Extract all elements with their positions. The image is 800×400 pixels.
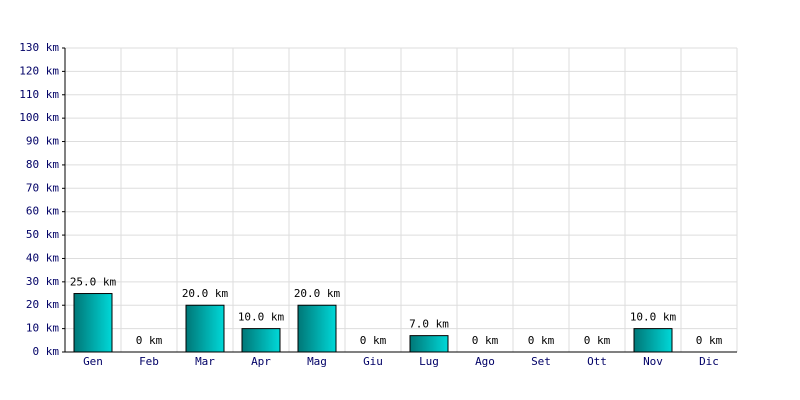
x-tick-label: Mar (195, 355, 215, 368)
x-tick-label: Apr (251, 355, 271, 368)
bar (633, 328, 673, 353)
value-label: 0 km (584, 334, 611, 347)
y-tick-label: 0 km (33, 345, 60, 358)
value-label: 0 km (696, 334, 723, 347)
x-tick-label: Dic (699, 355, 719, 368)
y-tick-label: 40 km (26, 251, 59, 264)
x-tick-label: Feb (139, 355, 159, 368)
y-tick-label: 120 km (19, 64, 59, 77)
x-tick-label: Mag (307, 355, 327, 368)
bar (297, 304, 337, 353)
x-tick-label: Set (531, 355, 551, 368)
bar (185, 304, 225, 353)
x-tick-label: Lug (419, 355, 439, 368)
bar (241, 328, 281, 353)
y-tick-label: 80 km (26, 158, 59, 171)
x-tick-label: Nov (643, 355, 663, 368)
y-tick-label: 70 km (26, 181, 59, 194)
y-tick-label: 20 km (26, 298, 59, 311)
x-tick-label: Gen (83, 355, 103, 368)
value-label: 20.0 km (182, 287, 229, 300)
bar (73, 293, 113, 353)
value-label: 7.0 km (409, 318, 449, 331)
y-tick-label: 50 km (26, 228, 59, 241)
x-tick-label: Ago (475, 355, 495, 368)
value-label: 0 km (136, 334, 163, 347)
value-label: 10.0 km (630, 311, 677, 324)
y-tick-label: 90 km (26, 135, 59, 148)
y-tick-label: 10 km (26, 322, 59, 335)
x-tick-label: Ott (587, 355, 607, 368)
value-label: 10.0 km (238, 311, 285, 324)
value-label: 25.0 km (70, 276, 117, 289)
bar (409, 335, 449, 353)
y-tick-label: 110 km (19, 88, 59, 101)
value-label: 0 km (528, 334, 555, 347)
y-tick-label: 130 km (19, 41, 59, 54)
y-tick-label: 60 km (26, 205, 59, 218)
y-tick-label: 30 km (26, 275, 59, 288)
value-label: 0 km (472, 334, 499, 347)
x-tick-label: Giu (363, 355, 383, 368)
value-label: 0 km (360, 334, 387, 347)
y-tick-label: 100 km (19, 111, 59, 124)
value-label: 20.0 km (294, 287, 341, 300)
